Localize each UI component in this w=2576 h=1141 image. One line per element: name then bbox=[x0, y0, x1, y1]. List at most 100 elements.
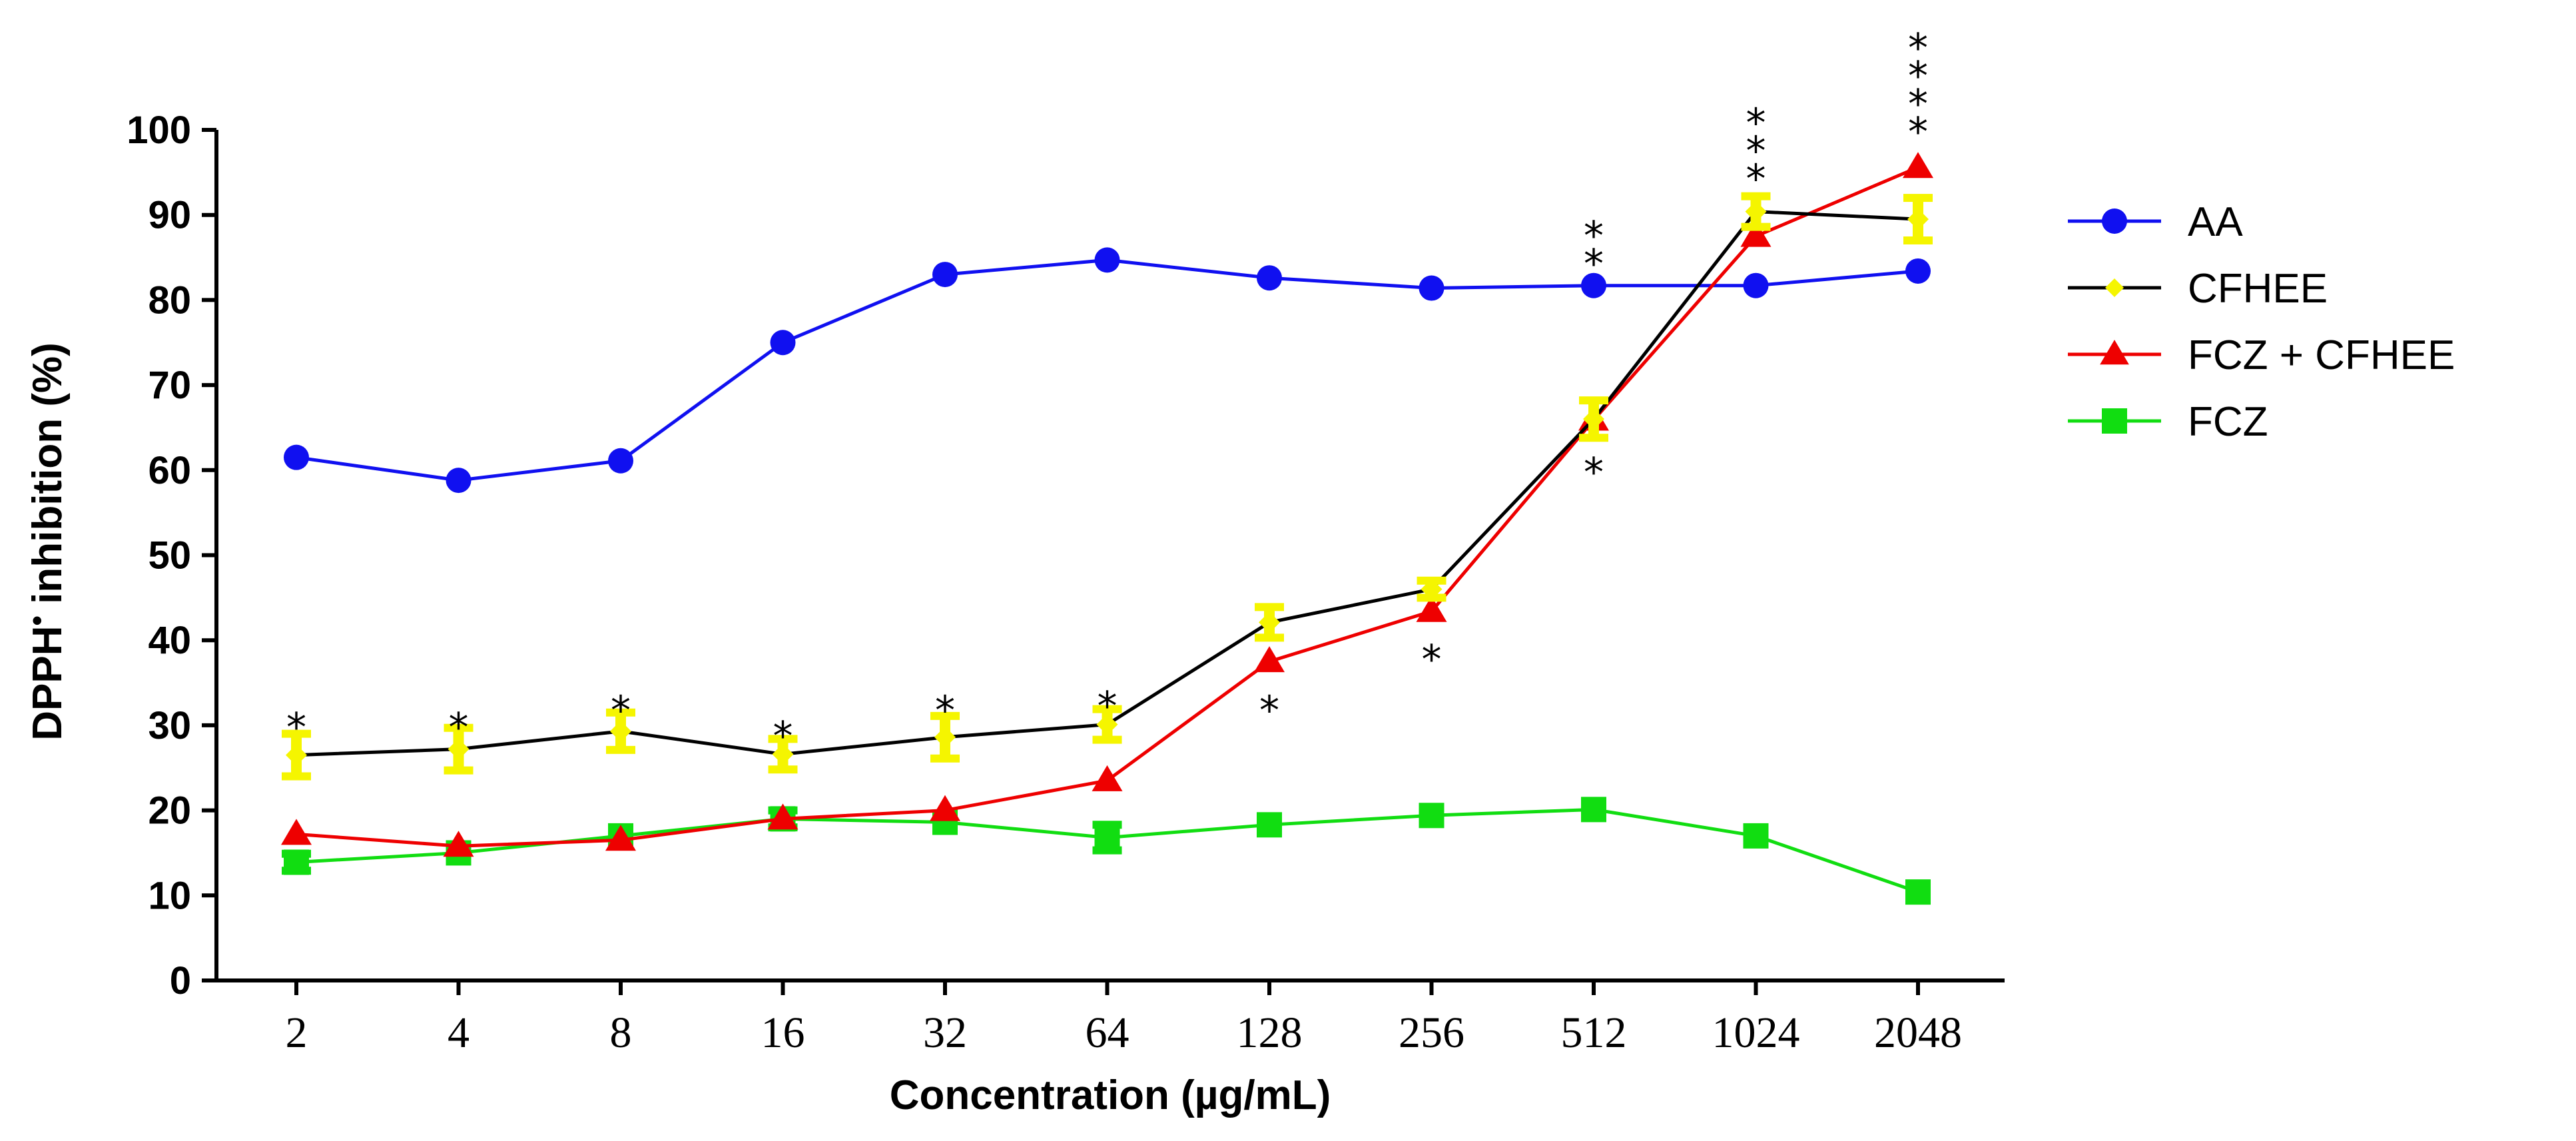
data-point-cfhee bbox=[772, 743, 794, 765]
x-tick-label: 8 bbox=[610, 1008, 632, 1057]
legend-marker bbox=[2100, 340, 2129, 365]
data-point-cfhee bbox=[1096, 713, 1118, 735]
significance-star: * bbox=[1908, 81, 1928, 128]
significance-annotation: *** bbox=[1746, 100, 1766, 202]
x-tick-label: 2 bbox=[286, 1008, 308, 1057]
data-point-fcz-cfhee bbox=[281, 819, 312, 845]
significance-annotation: * bbox=[1584, 449, 1604, 496]
significance-star: * bbox=[1746, 156, 1766, 202]
significance-annotation: * bbox=[286, 705, 306, 751]
data-point-aa bbox=[1581, 272, 1606, 298]
significance-star: * bbox=[1584, 213, 1604, 260]
data-point-aa bbox=[446, 468, 472, 494]
significance-star: * bbox=[1259, 687, 1279, 734]
plot-area: 0 10 20 30 40 50 60 70 80 90 100 2 4 8 16 32 64 128 256 512… bbox=[127, 25, 2005, 1057]
x-tick-label: 256 bbox=[1399, 1008, 1464, 1057]
y-tick-label: 30 bbox=[148, 704, 191, 747]
significance-star: * bbox=[1746, 128, 1766, 175]
y-axis-title: DPPH• inhibition (%) bbox=[21, 342, 71, 740]
data-point-fcz-cfhee bbox=[1416, 595, 1447, 622]
data-point-aa bbox=[1905, 258, 1931, 284]
significance-annotation: * bbox=[611, 687, 631, 734]
data-point-aa bbox=[608, 448, 633, 474]
data-point-cfhee bbox=[1745, 200, 1767, 222]
data-point-fcz bbox=[1743, 823, 1769, 849]
significance-star: * bbox=[1908, 25, 1928, 72]
legend-label: AA bbox=[2188, 199, 2243, 245]
y-tick-label: 80 bbox=[148, 278, 191, 322]
series-line-aa bbox=[296, 258, 1919, 482]
significance-star: * bbox=[1422, 636, 1442, 683]
data-point-aa bbox=[932, 262, 958, 288]
significance-annotation: **** bbox=[1908, 25, 1928, 156]
data-point-fcz-cfhee bbox=[1903, 152, 1933, 179]
data-point-fcz bbox=[284, 849, 309, 875]
data-point-fcz-cfhee bbox=[1254, 646, 1285, 673]
significance-annotation: * bbox=[1422, 636, 1442, 683]
significance-star: * bbox=[773, 713, 793, 759]
y-tick-label: 40 bbox=[148, 619, 191, 662]
y-tick-label: 60 bbox=[148, 449, 191, 492]
y-tick-label: 70 bbox=[148, 364, 191, 407]
data-point-fcz bbox=[1905, 879, 1931, 905]
x-tick-label: 2048 bbox=[1874, 1008, 1962, 1057]
significance-star: * bbox=[1908, 109, 1928, 156]
x-axis-title: Concentration (µg/mL) bbox=[890, 1072, 1331, 1118]
x-tick-label: 128 bbox=[1237, 1008, 1303, 1057]
x-tick-label: 32 bbox=[923, 1008, 967, 1057]
data-point-cfhee bbox=[1259, 611, 1280, 633]
data-point-cfhee bbox=[448, 738, 470, 760]
data-point-aa bbox=[1743, 272, 1769, 298]
legend: AA CFHEE FCZ + CFHEE FCZ bbox=[2068, 199, 2455, 445]
significance-star: * bbox=[1584, 241, 1604, 288]
significance-star: * bbox=[935, 687, 955, 734]
significance-star: * bbox=[1584, 449, 1604, 496]
significance-star: * bbox=[449, 705, 469, 751]
significance-star: * bbox=[1746, 100, 1766, 147]
legend-marker bbox=[2102, 208, 2127, 234]
series-line-cfhee bbox=[296, 210, 1919, 757]
x-tick-label: 512 bbox=[1561, 1008, 1627, 1057]
data-point-cfhee bbox=[934, 726, 956, 748]
x-tick-label: 16 bbox=[761, 1008, 805, 1057]
y-tick-label: 20 bbox=[148, 789, 191, 833]
significance-annotation: * bbox=[773, 713, 793, 759]
data-point-fcz bbox=[1257, 812, 1282, 838]
significance-star: * bbox=[611, 687, 631, 734]
legend-marker bbox=[2105, 278, 2124, 297]
data-point-cfhee bbox=[1907, 208, 1929, 230]
data-point-aa bbox=[1257, 265, 1282, 291]
y-tick-label: 90 bbox=[148, 194, 191, 237]
legend-item-aa: AA bbox=[2068, 199, 2243, 245]
significance-annotation: ** bbox=[1584, 213, 1604, 288]
data-point-aa bbox=[1419, 275, 1445, 301]
significance-star: * bbox=[1908, 53, 1928, 100]
y-tick-label: 50 bbox=[148, 534, 191, 577]
data-point-fcz-cfhee bbox=[1740, 220, 1771, 247]
legend-item-cfhee: CFHEE bbox=[2068, 266, 2328, 312]
data-point-aa bbox=[1094, 247, 1120, 273]
y-tick-label: 100 bbox=[127, 109, 191, 152]
x-tick-label: 4 bbox=[448, 1008, 470, 1057]
legend-label: FCZ bbox=[2188, 399, 2268, 445]
significance-star: * bbox=[286, 705, 306, 751]
significance-annotation: * bbox=[449, 705, 469, 751]
legend-item-fcz-cfhee: FCZ + CFHEE bbox=[2068, 332, 2455, 378]
data-point-fcz bbox=[1419, 803, 1445, 829]
data-point-fcz bbox=[1581, 797, 1606, 823]
significance-annotation: * bbox=[1098, 683, 1118, 730]
y-tick-label: 0 bbox=[170, 959, 191, 1002]
data-point-fcz bbox=[1094, 825, 1120, 851]
data-point-aa bbox=[770, 330, 796, 356]
y-tick-label: 10 bbox=[148, 874, 191, 917]
significance-star: * bbox=[1098, 683, 1118, 730]
data-point-fcz-cfhee bbox=[443, 831, 474, 857]
data-point-fcz-cfhee bbox=[767, 803, 799, 830]
significance-annotation: * bbox=[1259, 687, 1279, 734]
legend-item-fcz: FCZ bbox=[2068, 399, 2268, 445]
x-tick-label: 1024 bbox=[1712, 1008, 1800, 1057]
data-point-cfhee bbox=[1583, 408, 1604, 430]
legend-marker bbox=[2102, 408, 2127, 434]
data-point-fcz-cfhee bbox=[930, 795, 960, 821]
